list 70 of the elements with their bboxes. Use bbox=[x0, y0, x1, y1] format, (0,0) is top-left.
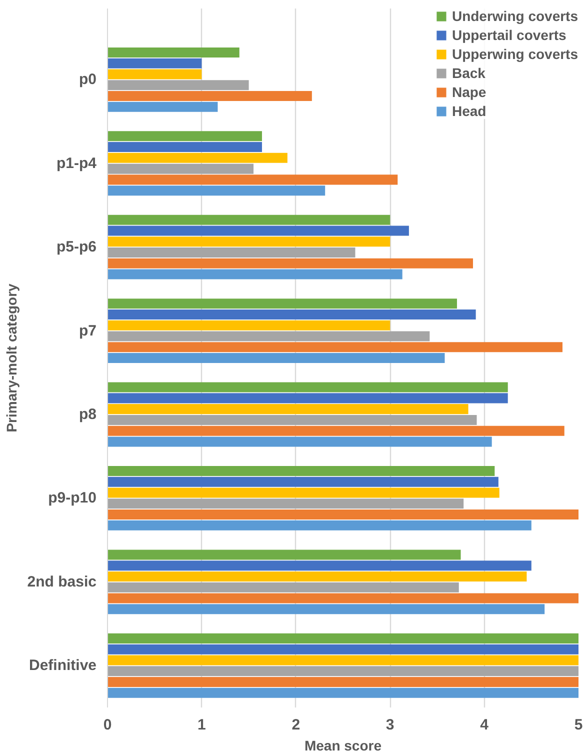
bar bbox=[108, 644, 578, 654]
bar bbox=[108, 152, 288, 163]
bar bbox=[108, 593, 578, 604]
bar bbox=[108, 633, 578, 644]
bar bbox=[108, 426, 564, 436]
bar bbox=[108, 436, 492, 447]
legend-label: Back bbox=[452, 65, 486, 81]
bar bbox=[108, 90, 312, 101]
bar bbox=[108, 655, 578, 666]
bar bbox=[108, 320, 390, 330]
bar bbox=[108, 582, 459, 592]
bar bbox=[108, 269, 402, 280]
bar bbox=[108, 488, 500, 498]
bar bbox=[108, 571, 527, 582]
y-axis-title: Primary-molt category bbox=[3, 283, 20, 432]
legend-label: Upperwing coverts bbox=[452, 46, 578, 62]
x-tick-label: 0 bbox=[103, 716, 112, 734]
bar bbox=[108, 342, 562, 352]
x-tick-label: 2 bbox=[292, 716, 300, 734]
bar bbox=[108, 382, 508, 392]
bar bbox=[108, 352, 445, 364]
legend-label: Uppertail coverts bbox=[452, 27, 566, 43]
bar bbox=[108, 258, 473, 268]
y-tick-label: p7 bbox=[78, 322, 97, 340]
bar bbox=[108, 164, 254, 174]
bar bbox=[108, 309, 476, 320]
bar bbox=[108, 142, 262, 152]
bar bbox=[108, 174, 398, 185]
bar bbox=[108, 236, 390, 247]
y-tick-label: p5-p6 bbox=[56, 238, 97, 256]
bar bbox=[108, 666, 578, 676]
bar bbox=[108, 604, 545, 614]
bar bbox=[108, 131, 262, 142]
bar bbox=[108, 414, 477, 425]
bar bbox=[108, 510, 578, 520]
bar bbox=[108, 498, 464, 509]
bar bbox=[108, 47, 240, 58]
bar bbox=[108, 476, 498, 487]
bar bbox=[108, 298, 457, 309]
x-tick-label: 3 bbox=[386, 716, 394, 734]
y-tick-label: p1-p4 bbox=[56, 154, 98, 172]
bar bbox=[108, 688, 578, 698]
legend-label: Nape bbox=[452, 84, 486, 100]
x-axis-title: Mean score bbox=[304, 738, 382, 754]
y-tick-label: 2nd basic bbox=[27, 573, 97, 590]
y-tick-label: p8 bbox=[78, 406, 97, 424]
x-tick-label: 1 bbox=[198, 716, 206, 734]
x-tick-label: 5 bbox=[574, 716, 583, 734]
bar bbox=[108, 466, 495, 476]
bar bbox=[108, 214, 390, 225]
bar bbox=[108, 80, 249, 90]
bar bbox=[108, 186, 326, 196]
bar bbox=[108, 58, 202, 68]
y-tick-label: p0 bbox=[78, 71, 97, 88]
bar bbox=[108, 404, 468, 414]
bar bbox=[108, 331, 430, 342]
y-tick-label: Definitive bbox=[28, 657, 96, 674]
bar bbox=[108, 520, 532, 530]
bar bbox=[108, 550, 461, 560]
bar bbox=[108, 393, 508, 404]
legend-label: Underwing coverts bbox=[452, 8, 578, 24]
bar bbox=[108, 560, 532, 571]
bar bbox=[108, 248, 356, 258]
bar bbox=[108, 226, 409, 236]
bar bbox=[108, 102, 218, 112]
bar bbox=[108, 676, 578, 687]
x-tick-label: 4 bbox=[480, 716, 490, 734]
legend-label: Head bbox=[452, 103, 486, 119]
bar bbox=[108, 69, 202, 80]
y-tick-label: p9-p10 bbox=[48, 490, 97, 507]
